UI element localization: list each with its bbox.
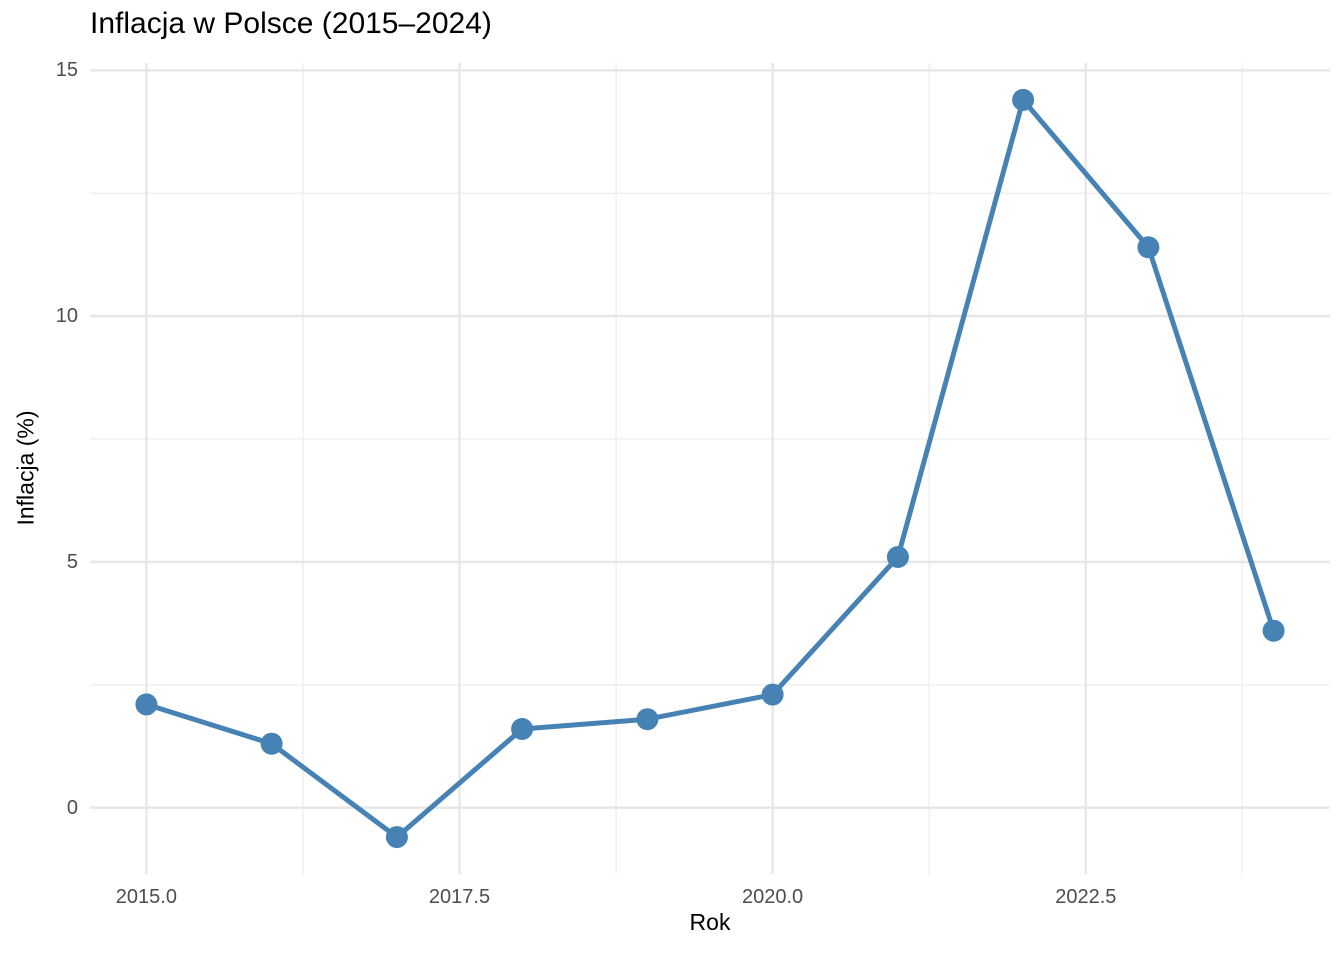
chart-title: Inflacja w Polsce (2015–2024) <box>90 7 492 40</box>
data-point <box>260 732 283 755</box>
data-point <box>1012 88 1035 111</box>
x-tick-label: 2020.0 <box>742 886 804 908</box>
data-line <box>145 97 1276 840</box>
x-axis-title: Rok <box>689 909 731 935</box>
y-tick-label: 0 <box>66 796 78 819</box>
data-point <box>511 718 534 740</box>
data-point <box>135 693 158 716</box>
data-point <box>1262 619 1285 642</box>
y-tick-label: 15 <box>55 59 78 82</box>
x-tick-label: 2015.0 <box>115 886 177 908</box>
x-tick-label: 2017.5 <box>428 886 491 908</box>
data-point <box>1137 236 1160 259</box>
data-point <box>761 683 784 706</box>
y-tick-label: 10 <box>55 305 78 328</box>
y-tick-label: 5 <box>66 550 78 573</box>
x-tick-label: 2022.5 <box>1055 886 1117 908</box>
data-point <box>886 546 909 568</box>
y-axis-title: Inflacja (%) <box>12 410 39 526</box>
data-point <box>636 708 659 731</box>
data-point <box>385 826 408 849</box>
